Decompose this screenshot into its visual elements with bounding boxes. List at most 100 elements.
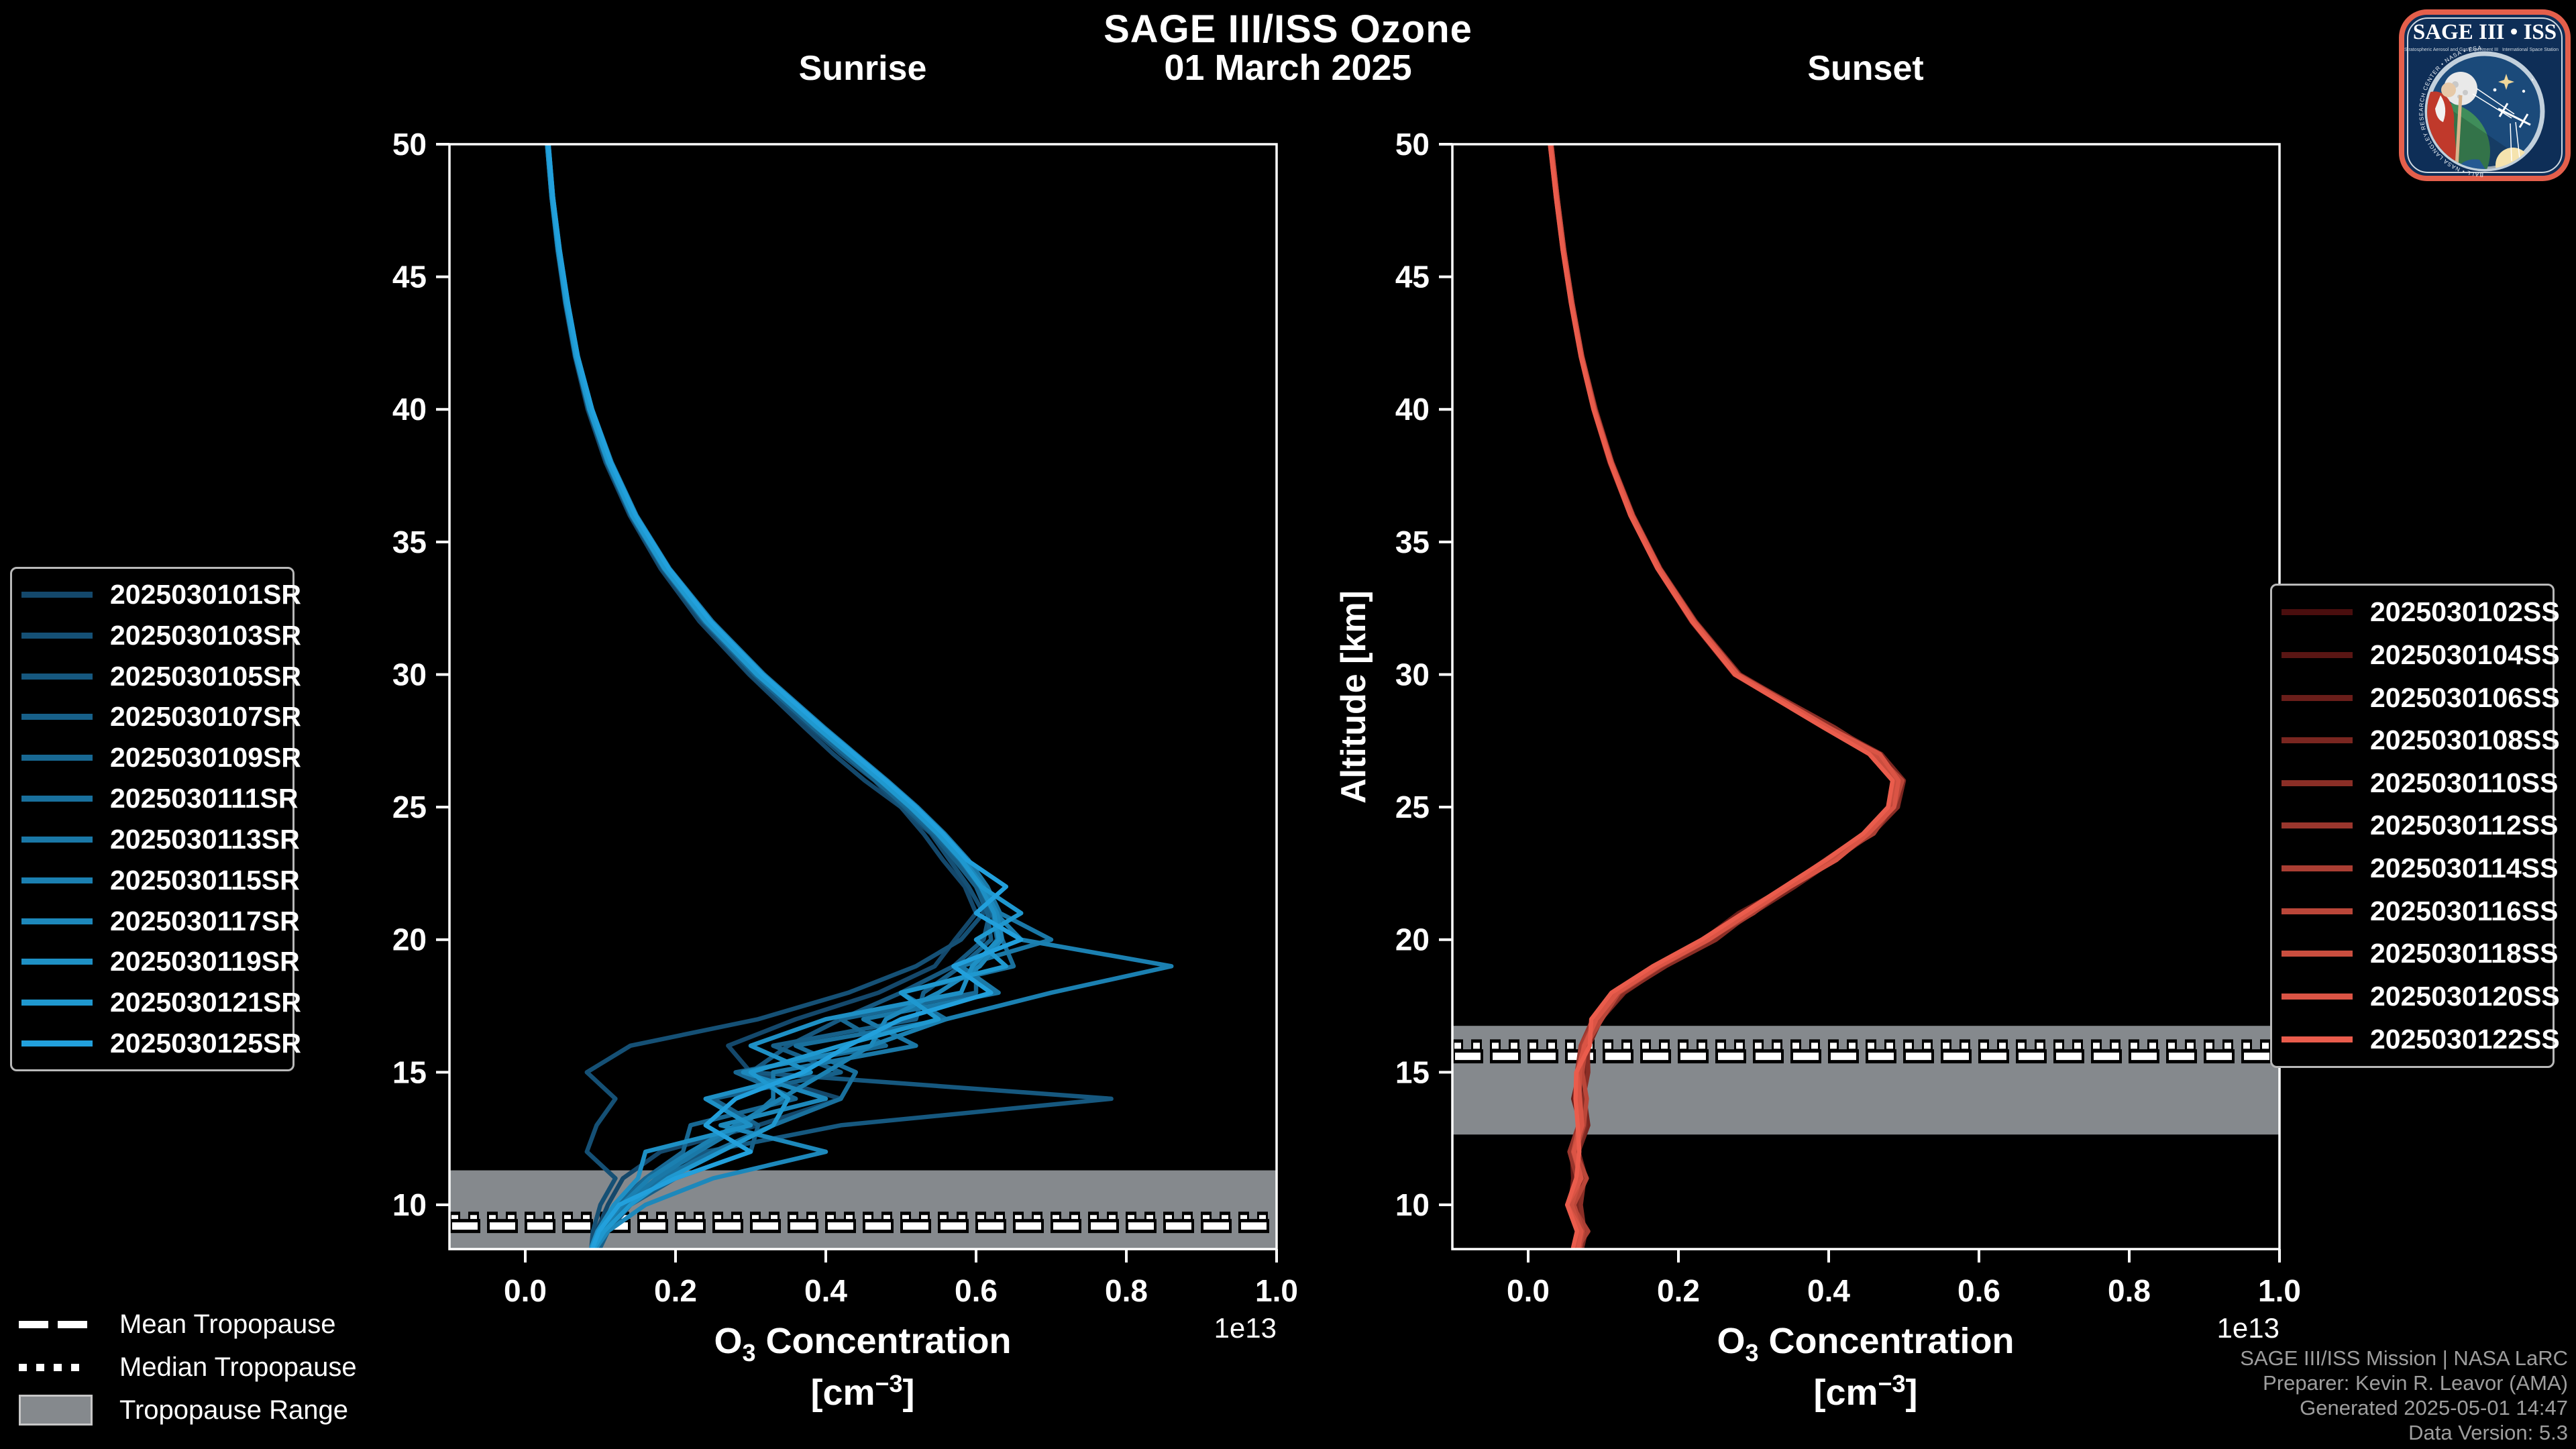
legend-label: 2025030118SS — [2370, 938, 2559, 969]
x-axis-offset-label-sunrise: 1e13 — [1214, 1312, 1277, 1344]
x-tick-label: 1.0 — [2258, 1273, 2301, 1308]
footer-preparer-line: Preparer: Kevin R. Leavor (AMA) — [2263, 1371, 2568, 1395]
tropopause-range-band — [449, 1170, 1277, 1249]
legend-line-swatch — [21, 673, 93, 680]
legend-item-2025030105SR[interactable]: 2025030105SR — [21, 661, 301, 692]
x-tick-label: 0.0 — [1507, 1273, 1550, 1308]
legend-item-2025030117SR[interactable]: 2025030117SR — [21, 906, 300, 937]
x-tick-label: 0.4 — [804, 1273, 847, 1308]
legend-label: 2025030106SS — [2370, 682, 2560, 713]
x-tick-label: 0.0 — [504, 1273, 547, 1308]
legend-label: 2025030101SR — [110, 578, 301, 610]
legend-item-2025030119SR[interactable]: 2025030119SR — [21, 946, 300, 977]
legend-label: 2025030120SS — [2370, 980, 2560, 1012]
legend-item-2025030104SS[interactable]: 2025030104SS — [2282, 639, 2560, 671]
mean-tropopause-label: Mean Tropopause — [119, 1309, 336, 1339]
legend-item-2025030115SR[interactable]: 2025030115SR — [21, 865, 300, 896]
y-tick-label: 20 — [392, 922, 427, 957]
logo-subtitle-right: International Space Station — [2502, 48, 2559, 52]
tropopause-range-label: Tropopause Range — [119, 1395, 348, 1425]
tropopause-range-band-icon — [19, 1395, 99, 1426]
legend-item-2025030120SS[interactable]: 2025030120SS — [2282, 981, 2560, 1012]
legend-line-swatch — [21, 755, 93, 761]
x-tick-label: 0.6 — [1957, 1273, 2000, 1308]
sunset-panel-title: Sunset — [1807, 49, 1924, 88]
legend-item-2025030118SS[interactable]: 2025030118SS — [2282, 938, 2558, 969]
sunrise-legend: 2025030101SR 2025030103SR 2025030105SR 2025… — [10, 567, 301, 1071]
page-title: SAGE III/ISS Ozone — [1104, 7, 1472, 51]
legend-line-swatch — [21, 796, 93, 802]
logo-title: SAGE III • ISS — [2413, 20, 2557, 44]
legend-label: 2025030102SS — [2370, 596, 2560, 628]
sunset-profile-lines — [1548, 144, 1907, 1249]
legend-line-swatch — [2282, 865, 2353, 872]
x-tick-label: 0.4 — [1807, 1273, 1850, 1308]
legend-item-2025030101SR[interactable]: 2025030101SR — [21, 579, 301, 610]
legend-item-2025030113SR[interactable]: 2025030113SR — [21, 824, 300, 855]
y-tick-label: 35 — [1395, 525, 1430, 559]
legend-label: 2025030116SS — [2370, 895, 2559, 926]
legend-item-2025030114SS[interactable]: 2025030114SS — [2282, 853, 2558, 884]
legend-item-2025030103SR[interactable]: 2025030103SR — [21, 620, 301, 651]
legend-label: 2025030122SS — [2370, 1023, 2560, 1055]
footer-generated-line: Generated 2025-05-01 14:47 — [2300, 1396, 2568, 1419]
y-tick-label: 30 — [392, 657, 427, 692]
x-tick-label: 0.8 — [1105, 1273, 1148, 1308]
mean-tropopause-dashed-line-icon — [19, 1320, 99, 1328]
sunrise-panel: 10 15 20 25 30 35 40 45 50 0.0 0.2 0.4 0.6 0.8 1.0 — [392, 127, 1298, 1308]
x-axis-units-sunrise: [cm−3] — [810, 1370, 915, 1413]
tropopause-legend: Mean Tropopause Median Tropopause Tropop… — [19, 1309, 357, 1426]
legend-line-swatch — [21, 836, 93, 843]
profile-line-2025030122SS[interactable] — [1548, 144, 1895, 1249]
legend-item-2025030116SS[interactable]: 2025030116SS — [2282, 896, 2558, 927]
y-tick-label: 10 — [392, 1187, 427, 1222]
legend-line-swatch — [2282, 908, 2353, 914]
legend-item-2025030109SR[interactable]: 2025030109SR — [21, 742, 301, 773]
legend-item-2025030110SS[interactable]: 2025030110SS — [2282, 767, 2558, 799]
y-tick-label: 35 — [392, 525, 427, 559]
legend-item-2025030102SS[interactable]: 2025030102SS — [2282, 596, 2560, 628]
median-tropopause-label: Median Tropopause — [119, 1352, 357, 1382]
median-tropopause-dotted-line-icon — [19, 1363, 99, 1371]
legend-line-swatch — [2282, 737, 2353, 744]
page-subtitle-date: 01 March 2025 — [1164, 48, 1412, 88]
profile-line-2025030125SR[interactable] — [546, 144, 1024, 1249]
legend-item-2025030108SS[interactable]: 2025030108SS — [2282, 724, 2560, 756]
y-tick-label: 25 — [392, 790, 427, 824]
x-axis-units-sunset: [cm−3] — [1813, 1370, 1918, 1413]
x-tick-label: 0.6 — [955, 1273, 998, 1308]
legend-item-2025030106SS[interactable]: 2025030106SS — [2282, 682, 2560, 714]
legend-line-swatch — [21, 877, 93, 883]
y-tick-label: 15 — [392, 1055, 427, 1089]
legend-item-2025030107SR[interactable]: 2025030107SR — [21, 701, 301, 733]
legend-label: 2025030110SS — [2370, 767, 2559, 798]
legend-line-swatch — [2282, 609, 2353, 616]
legend-item-2025030125SR[interactable]: 2025030125SR — [21, 1028, 301, 1059]
y-tick-label: 45 — [392, 260, 427, 294]
x-axis-offset-label-sunset: 1e13 — [2216, 1312, 2279, 1344]
y-tick-label: 10 — [1395, 1187, 1430, 1222]
y-tick-label: 25 — [1395, 790, 1430, 824]
footer-version-line: Data Version: 5.3 — [2408, 1421, 2568, 1444]
legend-line-swatch — [2282, 780, 2353, 786]
footer-mission-line: SAGE III/ISS Mission | NASA LaRC — [2240, 1346, 2568, 1370]
mean-tropopause-legend-item: Mean Tropopause — [19, 1309, 357, 1339]
legend-label: 2025030107SR — [110, 701, 301, 733]
legend-label: 2025030113SR — [110, 823, 300, 855]
sunrise-profile-lines — [545, 144, 1174, 1249]
legend-line-swatch — [21, 1000, 93, 1006]
profile-line-2025030105SR[interactable] — [546, 144, 1114, 1249]
y-tick-label: 40 — [1395, 392, 1430, 427]
y-tick-label: 30 — [1395, 657, 1430, 692]
legend-item-2025030121SR[interactable]: 2025030121SR — [21, 987, 301, 1018]
legend-line-swatch — [21, 632, 93, 639]
y-tick-label: 20 — [1395, 922, 1430, 957]
x-tick-label: 0.2 — [1657, 1273, 1700, 1308]
legend-line-swatch — [2282, 993, 2353, 1000]
y-tick-label: 45 — [1395, 260, 1430, 294]
legend-item-2025030122SS[interactable]: 2025030122SS — [2282, 1024, 2560, 1055]
y-tick-label: 50 — [392, 127, 427, 162]
legend-item-2025030111SR[interactable]: 2025030111SR — [21, 783, 298, 814]
legend-item-2025030112SS[interactable]: 2025030112SS — [2282, 810, 2558, 841]
legend-line-swatch — [2282, 1036, 2353, 1042]
